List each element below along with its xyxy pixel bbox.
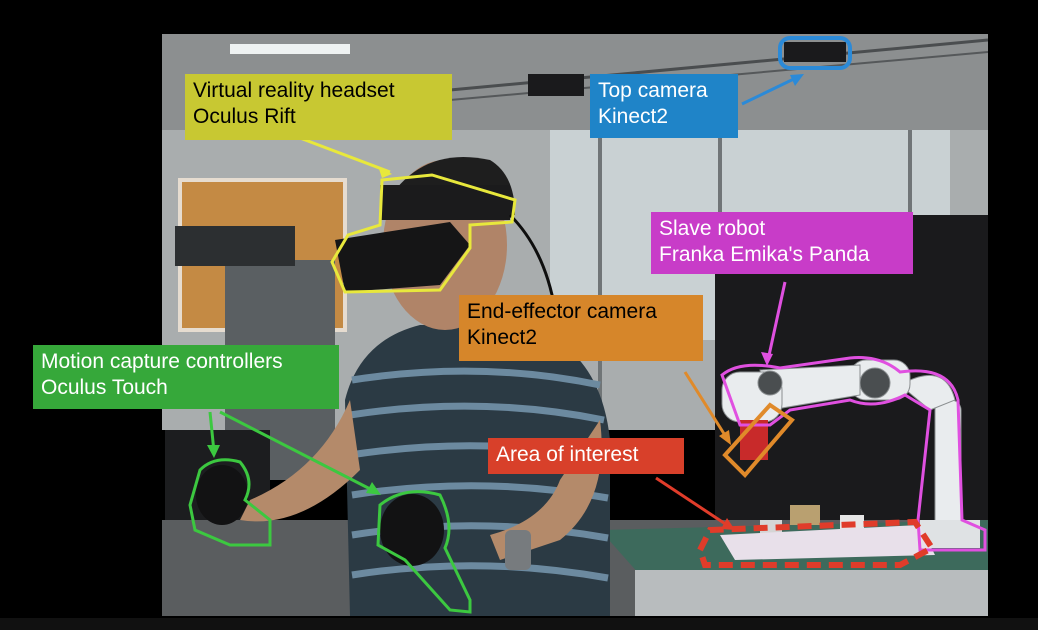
end-effector-arrowhead: [719, 430, 731, 445]
motion-capture-arrowhead-right: [366, 482, 381, 495]
end-effector-camera-label-line1: End-effector camera: [467, 300, 657, 323]
slave-robot-label-line2: Franka Emika's Panda: [659, 243, 870, 266]
right-touch-controller: [380, 494, 444, 566]
vr-headset-outline: [330, 173, 517, 294]
slave-robot-arrow: [766, 281, 787, 361]
area-of-interest-label: Area of interest: [488, 438, 684, 474]
top-camera-outline: [778, 36, 852, 70]
right-controller-outline: [376, 490, 472, 614]
wrist-watch: [505, 530, 531, 570]
end-effector-arrow: [683, 371, 730, 441]
ceiling-device: [528, 74, 584, 96]
area-of-interest-arrow: [655, 476, 731, 529]
top-camera-arrowhead: [790, 74, 804, 86]
vr-headset-arrow: [299, 136, 391, 174]
motion-capture-label-line2: Oculus Touch: [41, 376, 168, 399]
ceiling-light: [230, 44, 350, 54]
slave-robot-label-line1: Slave robot: [659, 217, 766, 240]
end-effector-camera-label-line2: Kinect2: [467, 326, 538, 349]
right-arm: [490, 420, 602, 560]
vr-headset-label-line1: Virtual reality headset: [193, 79, 395, 102]
table-frame: [635, 570, 988, 616]
left-arm: [240, 400, 360, 522]
top-camera-device: [784, 42, 846, 62]
top-camera-label: Top camera Kinect2: [590, 74, 738, 138]
top-camera-label-line2: Kinect2: [598, 105, 669, 128]
left-controller-outline: [188, 458, 272, 547]
rack-camera: [175, 226, 295, 266]
vr-headset-label-line2: Oculus Rift: [193, 105, 296, 128]
video-bottom-bar: [0, 618, 1038, 630]
top-camera-arrow: [741, 74, 801, 106]
table-object: [790, 505, 820, 525]
end-effector-outline: [722, 402, 795, 478]
workspace-mat: [720, 525, 935, 560]
slave-robot-label: Slave robot Franka Emika's Panda: [651, 212, 913, 274]
slave-robot-outline: [720, 356, 987, 552]
area-of-interest-arrowhead: [721, 518, 735, 530]
top-camera-label-line1: Top camera: [598, 79, 708, 102]
end-effector-camera-label: End-effector camera Kinect2: [459, 295, 703, 361]
motion-capture-label: Motion capture controllers Oculus Touch: [33, 345, 339, 409]
vr-headset-label: Virtual reality headset Oculus Rift: [185, 74, 452, 140]
vr-headset-arrowhead: [378, 166, 392, 178]
motion-capture-label-line1: Motion capture controllers: [41, 350, 283, 373]
area-of-interest-outline: [696, 518, 937, 568]
slave-robot-arrowhead: [761, 352, 773, 366]
left-touch-controller: [196, 465, 248, 525]
vr-headset-body: [335, 222, 470, 292]
area-of-interest-label-line1: Area of interest: [496, 443, 639, 466]
motion-capture-arrowhead-left: [207, 445, 220, 458]
motion-capture-arrow-right: [219, 410, 377, 494]
annotation-overlay: [188, 36, 987, 614]
